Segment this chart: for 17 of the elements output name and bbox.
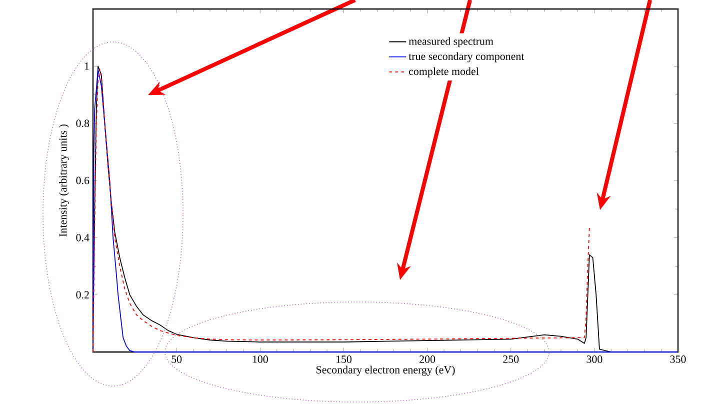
y-tick-label: 1 (84, 62, 89, 70)
y-tick-label: 0.2 (76, 291, 89, 299)
x-tick-label: 100 (252, 356, 268, 363)
x-tick-label: 250 (503, 356, 519, 363)
x-tick-label: 350 (670, 356, 686, 363)
legend-label: true secondary component (408, 52, 524, 62)
y-axis-title: Intensity (arbitrary units ) (58, 124, 69, 237)
legend-label: complete model (409, 67, 479, 78)
x-tick-label: 150 (336, 356, 352, 363)
y-tick-label: 0.6 (76, 176, 90, 184)
x-tick-label: 300 (586, 356, 602, 363)
x-tick-label: 50 (172, 356, 182, 363)
x-tick-label: 200 (420, 356, 436, 363)
x-axis-title: Secondary electron energy (eV) (316, 366, 455, 376)
y-tick-label: 0.8 (76, 120, 90, 128)
y-tick-label: 0.4 (76, 234, 90, 242)
legend-label: measured spectrum (408, 37, 494, 48)
